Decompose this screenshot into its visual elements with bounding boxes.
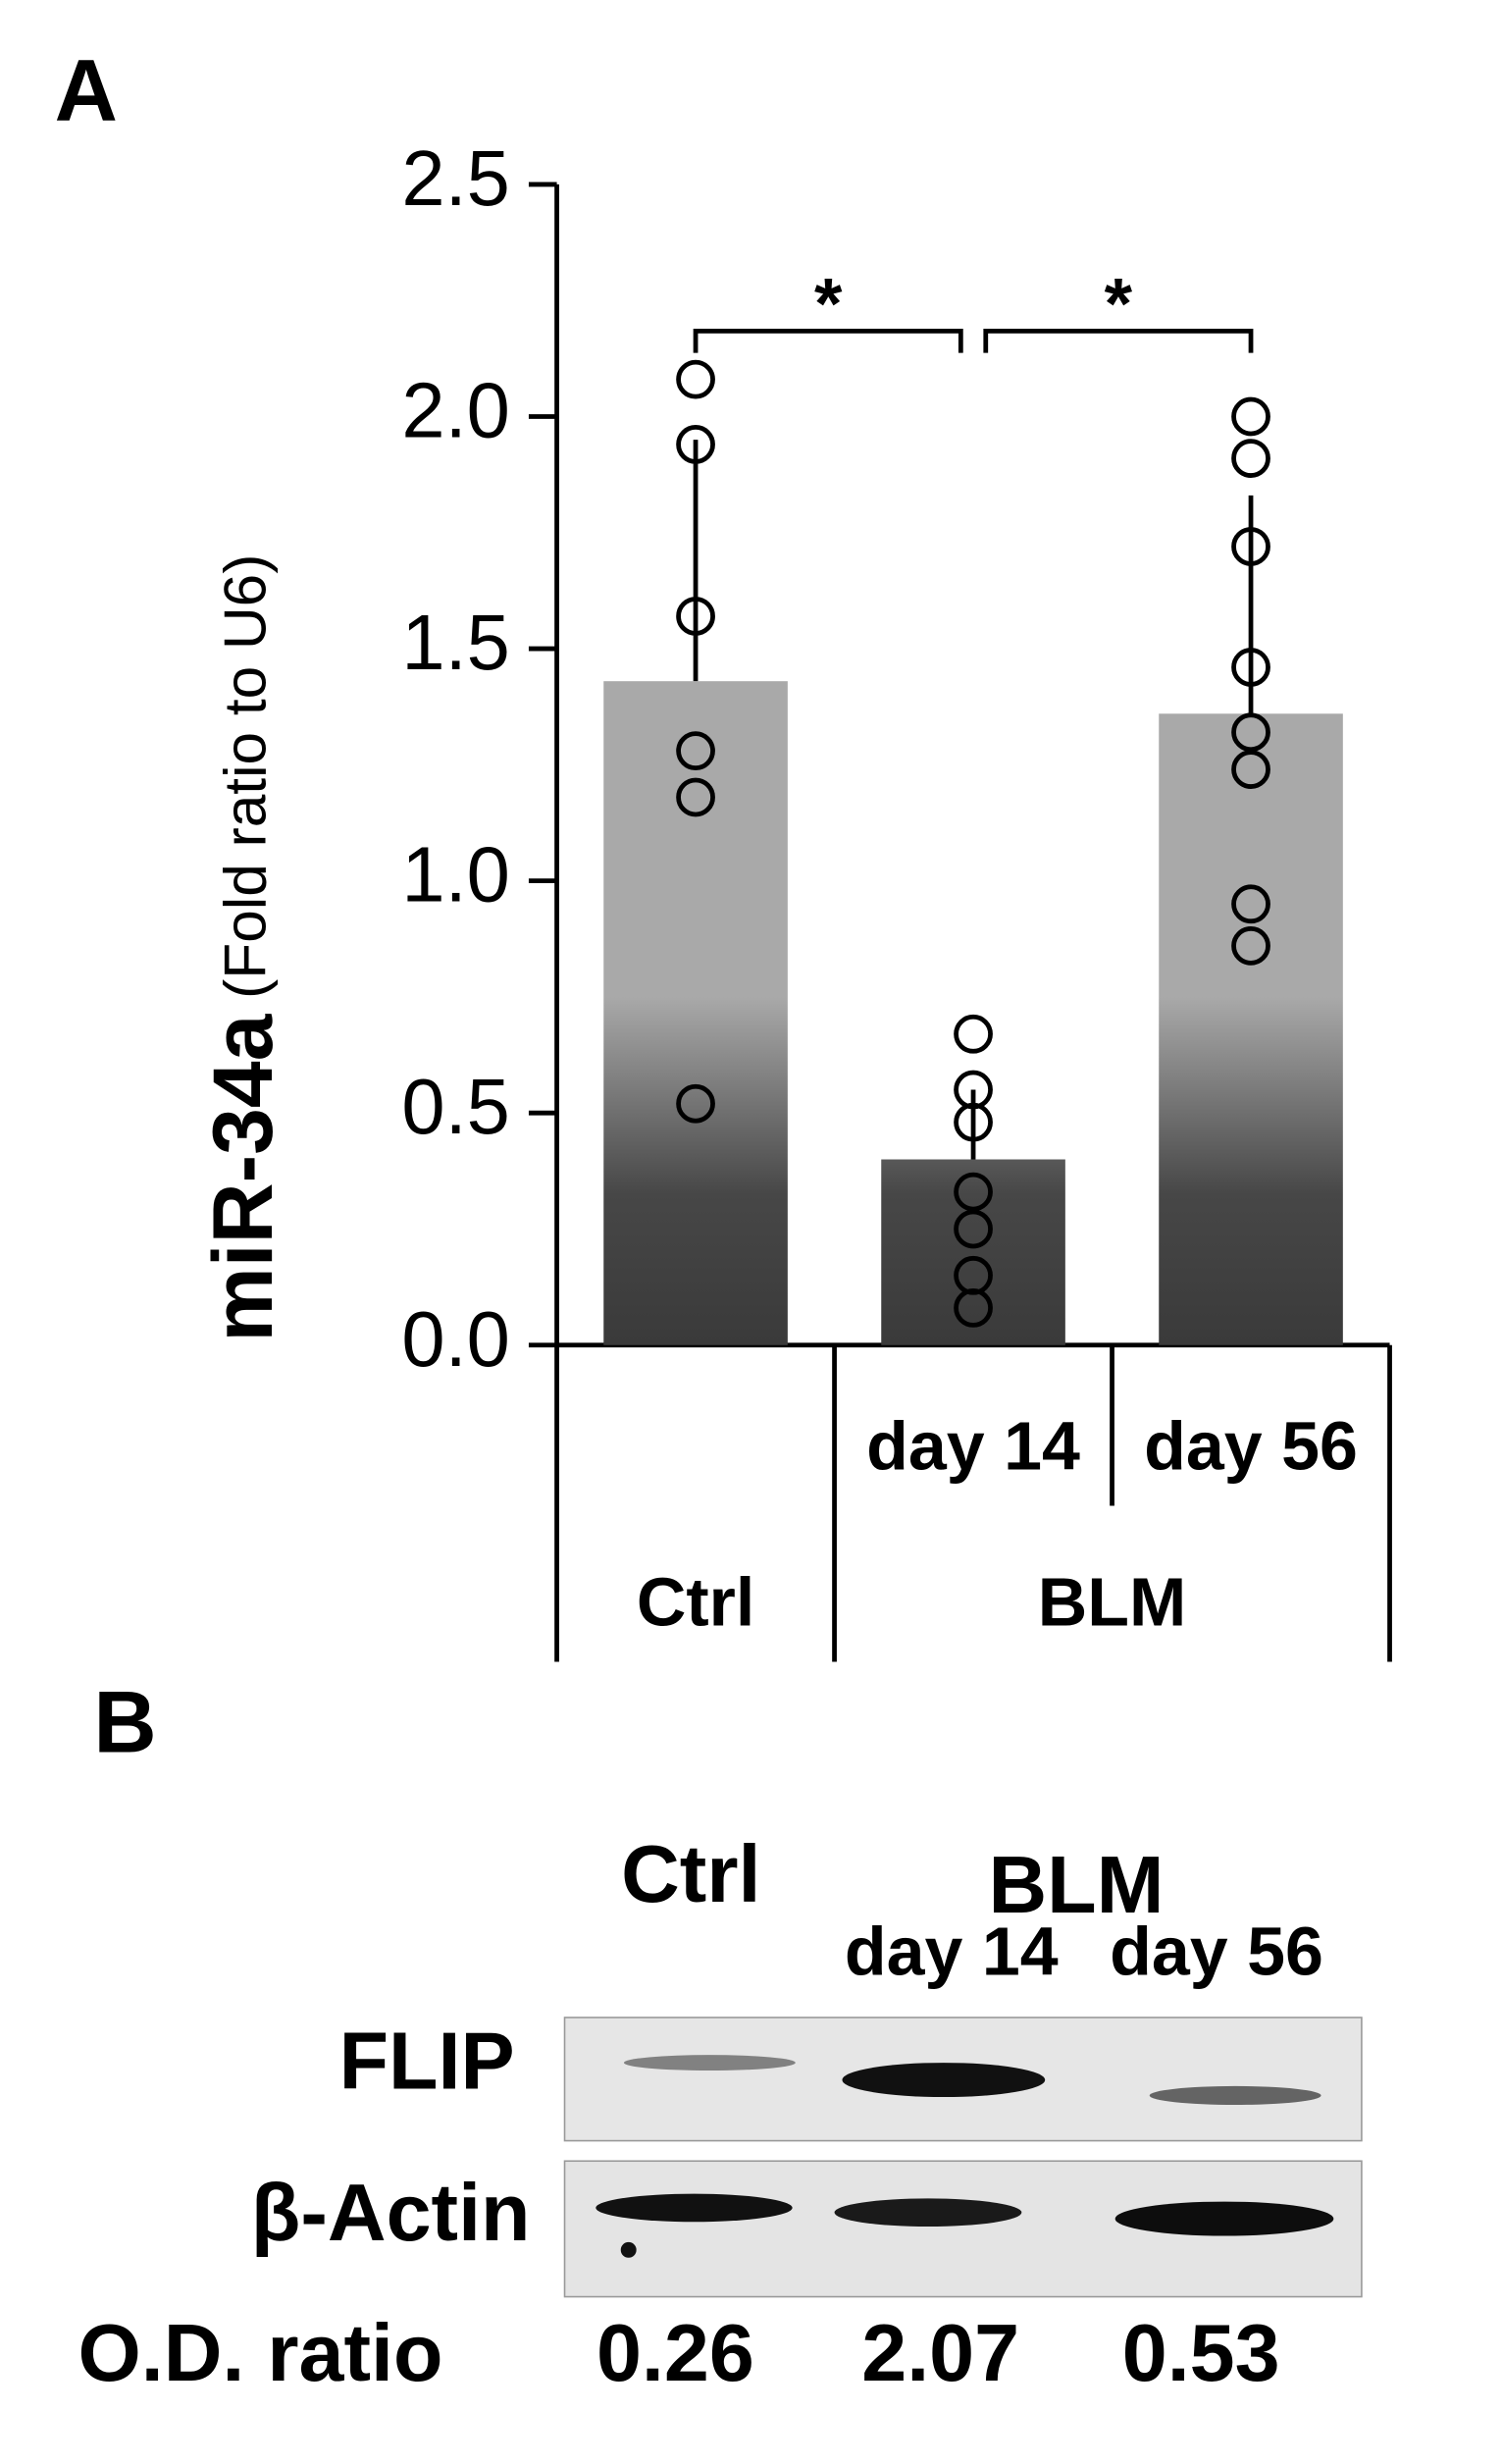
- lane-label: day 14: [845, 1913, 1059, 1989]
- data-point: [1231, 527, 1270, 566]
- significance-label: *: [814, 264, 843, 343]
- significance-bracket: [983, 328, 1254, 353]
- data-point: [676, 597, 715, 636]
- panel-label: B: [93, 1672, 156, 1770]
- y-tick-label: 2.5: [401, 134, 510, 222]
- group-label: BLM: [988, 1839, 1164, 1930]
- significance-bracket: [693, 328, 963, 353]
- data-point: [676, 425, 715, 464]
- data-point: [1231, 750, 1270, 789]
- group-label: BLM: [1038, 1563, 1187, 1640]
- data-point: [1231, 925, 1270, 966]
- x-tick-label: day 56: [1144, 1407, 1358, 1484]
- data-point: [676, 1083, 715, 1124]
- y-axis-label: miR-34a: [196, 1013, 290, 1341]
- y-tick-label: 0.0: [401, 1295, 510, 1383]
- bar: [1159, 713, 1343, 1345]
- data-point: [1231, 396, 1270, 437]
- data-point: [676, 731, 715, 771]
- y-tick-label: 1.5: [401, 599, 510, 686]
- od-value: 2.07: [861, 2307, 1019, 2398]
- data-point: [954, 1209, 993, 1249]
- data-point: [1231, 439, 1270, 478]
- row-label: β-Actin: [251, 2167, 531, 2258]
- data-point: [954, 1288, 993, 1328]
- data-point: [676, 777, 715, 817]
- significance-label: *: [1105, 264, 1133, 343]
- data-point: [954, 1014, 993, 1054]
- data-point: [1231, 712, 1270, 753]
- row-label: FLIP: [339, 2016, 515, 2107]
- panel-label: A: [55, 40, 118, 138]
- group-label: Ctrl: [621, 1828, 760, 1919]
- bar: [603, 681, 788, 1345]
- x-tick-label: day 14: [866, 1407, 1080, 1484]
- data-point: [676, 359, 715, 399]
- y-tick-label: 0.5: [401, 1063, 510, 1150]
- od-value: 0.26: [596, 2307, 754, 2398]
- od-value: 0.53: [1122, 2307, 1280, 2398]
- bar: [881, 1159, 1065, 1345]
- data-point: [954, 1102, 993, 1142]
- y-tick-label: 1.0: [401, 831, 510, 918]
- y-axis-note: (Fold ratio to U6): [211, 554, 278, 999]
- lane-label: day 56: [1110, 1913, 1323, 1989]
- data-point: [1231, 648, 1270, 687]
- y-tick-label: 2.0: [401, 366, 510, 453]
- data-point: [954, 1172, 993, 1212]
- data-point: [1231, 884, 1270, 924]
- blot-image: [563, 2017, 1363, 2298]
- group-label: Ctrl: [637, 1563, 754, 1640]
- od-label: O.D. ratio: [78, 2307, 442, 2398]
